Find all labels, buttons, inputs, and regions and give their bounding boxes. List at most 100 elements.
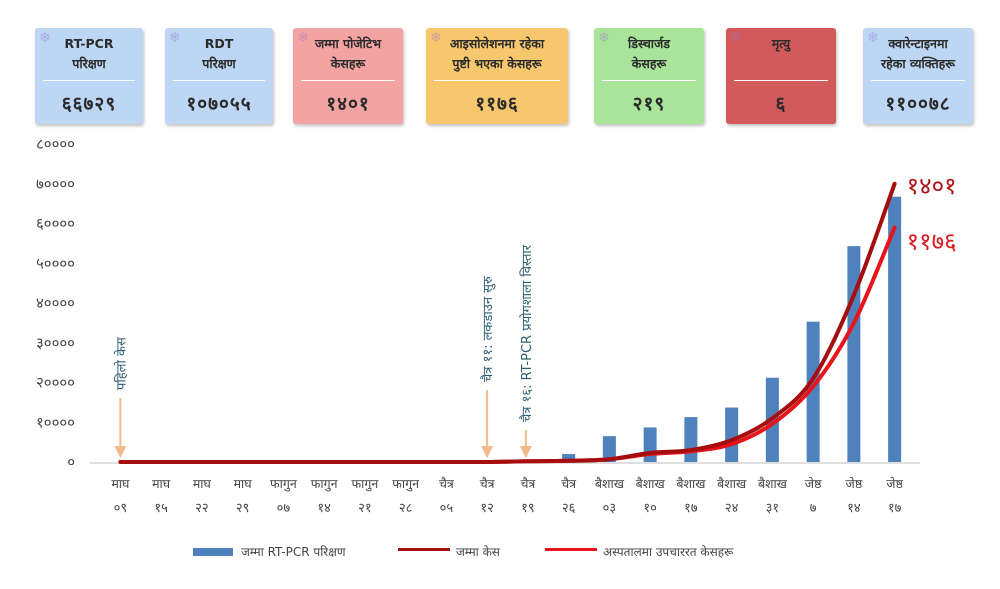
card-title-line: RDT (204, 36, 234, 51)
x-tick-label: फागुन (270, 476, 298, 492)
bar (888, 196, 902, 462)
x-tick-label: ०७ (277, 501, 291, 516)
x-tick-label: १४ (317, 501, 331, 516)
end-label-total-cases: १४०१ (907, 172, 957, 200)
summary-card: ❄ RT-PCR परिक्षण ६६७२९ (35, 28, 143, 124)
card-divider (43, 80, 135, 81)
bar (725, 407, 739, 462)
y-tick-label: ८०००० (36, 135, 75, 153)
x-tick-label: माघ (111, 476, 130, 491)
x-tick-label: माघ (193, 476, 212, 491)
x-tick-label: चैत्र (439, 476, 455, 491)
card-title: RT-PCR परिक्षण (35, 34, 143, 74)
y-tick-label: १०००० (36, 413, 75, 431)
x-tick-label: १४ (847, 501, 861, 516)
summary-card: ❄ जम्मा पोजेटिभ केसहरू १४०१ (293, 28, 403, 124)
bar (684, 417, 698, 462)
annotation-label: चैत्र १६: RT-PCR प्रयोगशाला विस्तार (519, 244, 535, 422)
card-title-line: मृत्यु (771, 36, 791, 51)
card-title-line: RT-PCR (64, 36, 114, 51)
x-tick-label: माघ (152, 476, 171, 491)
summary-card: ❄ क्वारेन्टाइनमा रहेका व्यक्तिहरू ११००७८ (863, 28, 973, 124)
snowflake-icon: ❄ (430, 30, 442, 46)
x-tick-label: चैत्र (520, 476, 536, 491)
card-title-line: डिस्चार्जड (628, 36, 670, 51)
snowflake-icon: ❄ (169, 30, 181, 46)
legend-hospital-label: अस्पतालमा उपचाररत केसहरू (603, 545, 734, 559)
annotation-arrow-head (519, 446, 532, 458)
card-value: ६६७२९ (61, 93, 117, 115)
card-title-line: केसहरू (330, 56, 366, 71)
card-value: ६ (775, 93, 787, 115)
x-tick-label: १२ (480, 501, 494, 516)
bar (562, 454, 576, 462)
x-tick-label: २२ (195, 501, 209, 516)
legend-total-cases-swatch (398, 548, 450, 551)
card-title-line: परिक्षण (202, 56, 236, 71)
card-title: RDT परिक्षण (165, 34, 273, 74)
x-tick-label: चैत्र (561, 476, 577, 491)
card-value: २१९ (632, 93, 666, 115)
card-divider (871, 80, 965, 81)
annotation-arrow-head (481, 446, 494, 458)
card-divider (734, 80, 828, 81)
card-value: १०७०५५ (186, 93, 252, 115)
y-tick-label: ६०००० (36, 215, 75, 233)
card-title-line: आइसोलेशनमा रहेका (449, 36, 545, 51)
card-title-line: क्वारेन्टाइनमा (888, 36, 948, 51)
y-tick-label: २०००० (36, 374, 75, 392)
card-title: डिस्चार्जड केसहरू (594, 34, 704, 74)
card-title-line: रहेका व्यक्तिहरू (881, 56, 955, 71)
snowflake-icon: ❄ (598, 30, 610, 46)
annotation-label: चैत्र ११: लकडाउन सुरु (480, 276, 496, 382)
x-tick-label: बैशाख (717, 476, 747, 491)
legend-bar-swatch (193, 548, 233, 556)
card-divider (301, 80, 395, 81)
snowflake-icon: ❄ (730, 30, 742, 46)
annotation-label: पहिलो केस (113, 337, 129, 390)
summary-card: ❄ RDT परिक्षण १०७०५५ (165, 28, 273, 124)
legend-bar-label: जम्मा RT-PCR परिक्षण (241, 545, 346, 559)
x-tick-label: ०५ (440, 501, 454, 516)
x-tick-label: माघ (234, 476, 253, 491)
snowflake-icon: ❄ (39, 30, 51, 46)
x-tick-label: बैशाख (676, 476, 706, 491)
line-series (118, 181, 897, 465)
x-tick-label: बैशाख (595, 476, 625, 491)
card-title-line: पुष्टी भएका केसहरू (452, 56, 542, 71)
bar (643, 427, 657, 462)
x-tick-label: ३१ (766, 501, 780, 516)
x-tick-label: फागुन (311, 476, 339, 492)
y-tick-label: ७०००० (36, 175, 75, 193)
y-tick-label: ३०००० (36, 334, 75, 352)
x-tick-label: बैशाख (636, 476, 666, 491)
x-tick-label: जेष्ठ (886, 476, 903, 491)
x-tick-label: जेष्ठ (805, 476, 822, 491)
x-tick-label: २४ (725, 501, 739, 516)
x-tick-label: चैत्र (480, 476, 496, 491)
x-tick-label: २८ (399, 501, 413, 516)
end-label-hospital: ११७६ (907, 227, 957, 255)
card-title: जम्मा पोजेटिभ केसहरू (293, 34, 403, 74)
x-tick-label: २१ (358, 501, 372, 516)
x-tick-label: फागुन (351, 476, 379, 492)
y-tick-label: ० (67, 453, 75, 471)
x-tick-label: १७ (888, 501, 902, 516)
summary-card: ❄ मृत्यु ६ (726, 28, 836, 124)
chart: ० १०००० २०००० ३०००० ४०००० ५०००० ६०००० ७०००० ८०००… (36, 135, 957, 516)
x-tick-label: बैशाख (758, 476, 788, 491)
summary-card: ❄ डिस्चार्जड केसहरू २१९ (594, 28, 704, 124)
card-divider (434, 80, 560, 81)
x-tick-label: १० (643, 501, 657, 516)
annotation-arrow-head (114, 446, 127, 458)
legend-hospital-swatch (545, 548, 597, 551)
bar (806, 321, 820, 462)
x-tick-label: फागुन (392, 476, 420, 492)
card-title-line: केसहरू (631, 56, 667, 71)
card-value: १४०१ (326, 93, 370, 115)
x-tick-label: १५ (154, 501, 168, 516)
x-tick-label: ०९ (114, 501, 128, 516)
x-tick-label: ०३ (603, 501, 617, 516)
snowflake-icon: ❄ (867, 30, 879, 46)
card-divider (602, 80, 696, 81)
